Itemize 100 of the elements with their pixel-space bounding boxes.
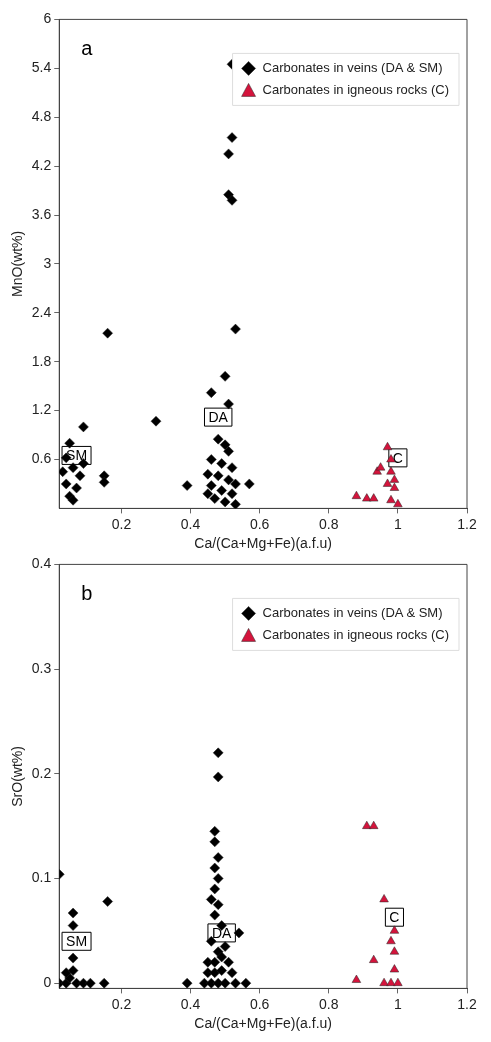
y-axis-title: SrO(wt%) [9,746,26,807]
point [212,771,224,783]
point [216,458,227,469]
point [206,454,217,465]
point [233,927,245,939]
point [212,470,224,482]
annotation: C [392,449,403,466]
point [223,956,234,968]
point [67,462,79,473]
annotation: C [389,909,400,926]
point [219,941,231,952]
point [71,482,82,494]
y-tick-label: 5.4 [31,59,52,76]
x-tick-label: 0.4 [180,515,201,532]
point [386,936,396,945]
point [386,977,396,986]
x-tick-label: 0.2 [111,995,132,1012]
point [389,964,400,973]
point [67,907,79,919]
point [230,499,241,509]
point [216,951,227,963]
point [230,478,241,490]
point [219,439,231,451]
point [64,437,75,449]
point [230,323,241,335]
point [181,480,193,491]
y-tick-label: 1.8 [31,352,52,369]
x-tick-label: 1 [393,995,402,1012]
point [379,894,389,903]
x-tick-label: 1 [393,515,402,532]
annotation: b [81,581,93,604]
x-tick-label: 1.2 [457,515,477,532]
x-tick-label: 0.8 [319,515,339,532]
point [212,433,224,445]
point [226,132,238,143]
point [98,477,110,488]
point [67,952,79,964]
point [219,371,231,382]
x-tick-label: 0.4 [180,995,201,1012]
point [362,493,372,502]
point [240,977,252,989]
legend-label: Carbonates in igneous rocks (C) [262,626,449,642]
annotation: a [81,36,94,59]
x-tick-label: 0.2 [111,515,132,532]
point [206,894,217,905]
x-tick-label: 0.6 [249,515,270,532]
y-tick-label: 3.6 [31,205,52,222]
point [209,909,221,921]
point [212,899,224,910]
point [230,977,241,989]
point [369,954,379,963]
legend-label: Carbonates in veins (DA & SM) [262,604,443,620]
annotation: DA [211,924,233,941]
y-tick-label: 6 [43,10,52,27]
point [102,896,113,907]
point [216,485,227,496]
point [382,442,393,451]
point [389,925,400,934]
annotation: DA [208,408,229,425]
y-tick-label: 2.4 [31,303,52,320]
point [223,474,234,486]
y-tick-label: 0 [43,974,52,991]
point [60,967,72,978]
point [219,977,231,989]
point [216,965,227,976]
point [181,977,193,989]
x-tick-label: 0.8 [319,995,339,1012]
point [206,480,217,491]
point [393,977,403,986]
point [226,488,238,499]
point [382,478,393,487]
point [244,478,255,490]
y-tick-label: 0.3 [31,659,52,676]
point [351,974,362,983]
y-axis-title: MnO(wt%) [9,230,26,297]
point [209,883,221,895]
point [98,977,110,989]
point [67,920,79,931]
point [223,398,234,410]
point [209,826,221,837]
y-tick-label: 4.2 [31,156,52,173]
y-tick-label: 0.6 [31,450,52,467]
point [389,482,400,491]
point [206,387,217,398]
point [393,499,403,508]
point [74,470,86,482]
point [226,195,238,206]
y-tick-label: 4.8 [31,108,52,125]
point [223,446,234,457]
point [67,495,79,506]
point [362,820,372,829]
x-tick-label: 1.2 [457,995,477,1012]
x-tick-label: 0.6 [249,995,270,1012]
point [212,852,224,863]
y-tick-label: 1.2 [31,401,52,418]
point [60,478,72,490]
y-tick-label: 0.1 [31,869,52,886]
point [376,462,386,471]
annotation: SM [66,933,88,950]
point [150,415,162,427]
